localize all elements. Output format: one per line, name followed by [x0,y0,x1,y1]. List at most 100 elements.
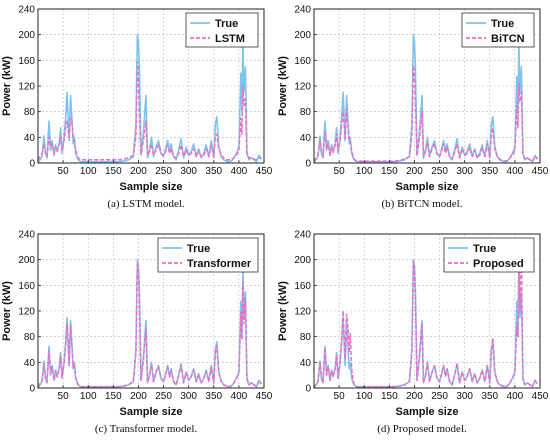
x-tick-label: 250 [155,391,172,402]
legend-label: True [215,18,238,30]
x-axis-label: Sample size [396,406,459,418]
x-tick-label: 350 [481,391,498,402]
x-tick-label: 100 [80,391,97,402]
x-tick-label: 200 [130,166,147,177]
x-tick-label: 300 [456,391,473,402]
y-tick-label: 40 [300,358,312,369]
x-tick-label: 50 [334,166,346,177]
y-tick-label: 40 [24,358,36,369]
y-tick-label: 240 [294,5,311,16]
x-tick-label: 450 [532,391,549,402]
legend-label: LSTM [215,33,245,45]
x-tick-label: 400 [507,391,524,402]
chart-panel: 50 100 150 200 250 300 350 400 450 0 40 80 120 160 200… [1,230,273,436]
series-line-true [37,258,263,389]
chart-panel: 50 100 150 200 250 300 350 400 450 0 40 80 120 160 200… [277,5,549,211]
series-line-true [313,33,539,164]
y-tick-label: 0 [29,159,35,170]
y-tick-label: 240 [18,230,35,241]
x-tick-label: 50 [334,391,346,402]
x-tick-label: 150 [381,166,398,177]
series-line-bitcn [313,64,539,162]
y-tick-label: 40 [24,133,36,144]
x-tick-label: 300 [456,166,473,177]
y-tick-label: 120 [18,307,35,318]
series-line-transformer [37,261,263,388]
x-tick-label: 450 [256,166,273,177]
y-tick-label: 200 [294,30,311,41]
x-tick-label: 200 [406,391,423,402]
y-tick-label: 240 [18,5,35,16]
series-line-lstm [37,60,262,161]
legend-label: True [473,243,496,255]
y-tick-label: 0 [29,384,35,395]
legend-label: True [491,18,514,30]
y-tick-label: 160 [18,56,35,67]
panel-caption: (a) LSTM model. [107,198,185,210]
y-tick-label: 80 [300,107,312,118]
x-tick-label: 150 [105,391,122,402]
y-tick-label: 200 [18,30,35,41]
legend-box [443,237,535,273]
y-axis-label: Power (kW) [1,281,13,341]
y-axis-label: Power (kW) [277,56,289,116]
x-tick-label: 400 [231,391,248,402]
x-tick-label: 100 [80,166,97,177]
y-tick-label: 120 [294,307,311,318]
legend: True Proposed [443,237,535,273]
y-tick-label: 80 [24,107,36,118]
y-tick-label: 0 [305,159,311,170]
y-tick-label: 120 [18,82,35,93]
x-tick-label: 300 [180,166,197,177]
x-tick-label: 250 [155,166,172,177]
y-tick-label: 160 [18,281,35,292]
x-tick-label: 250 [431,166,448,177]
y-tick-label: 160 [294,56,311,67]
x-tick-label: 300 [180,391,197,402]
x-tick-label: 150 [381,391,398,402]
series-line-proposed [313,249,539,389]
legend-label: Transformer [187,258,252,270]
x-tick-label: 250 [431,391,448,402]
panel-caption: (c) Transformer model. [95,423,198,435]
x-tick-label: 450 [256,391,273,402]
legend-box [185,12,259,48]
chart-panel: 50 100 150 200 250 300 350 400 450 0 40 80 120 160 200… [277,230,549,436]
x-axis-label: Sample size [396,181,459,193]
x-tick-label: 200 [130,391,147,402]
x-tick-label: 50 [58,166,70,177]
x-axis-label: Sample size [120,181,183,193]
x-tick-label: 200 [406,166,423,177]
legend-label: True [187,243,210,255]
series-line-true [37,33,263,164]
y-axis-label: Power (kW) [1,56,13,116]
y-axis-label: Power (kW) [277,281,289,341]
y-tick-label: 40 [300,133,312,144]
x-tick-label: 100 [356,391,373,402]
legend-box [461,12,535,48]
panel-caption: (b) BiTCN model. [382,198,463,210]
x-tick-label: 400 [231,166,248,177]
x-tick-label: 400 [507,166,524,177]
x-tick-label: 350 [205,166,222,177]
legend: True LSTM [185,12,259,48]
y-tick-label: 200 [294,255,311,266]
y-tick-label: 80 [24,332,36,343]
x-tick-label: 450 [532,166,549,177]
y-tick-label: 160 [294,281,311,292]
y-tick-label: 80 [300,332,312,343]
y-tick-label: 240 [294,230,311,241]
legend: True Transformer [157,237,259,273]
legend-label: Proposed [473,258,524,270]
chart-panel: 50 100 150 200 250 300 350 400 450 0 40 80 120 160 200… [1,5,273,211]
x-axis-label: Sample size [120,406,183,418]
x-tick-label: 100 [356,166,373,177]
y-tick-label: 200 [18,255,35,266]
legend-label: BiTCN [491,33,525,45]
legend-box [157,237,259,273]
x-tick-label: 350 [205,391,222,402]
x-tick-label: 150 [105,166,122,177]
y-tick-label: 0 [305,384,311,395]
x-tick-label: 50 [58,391,70,402]
